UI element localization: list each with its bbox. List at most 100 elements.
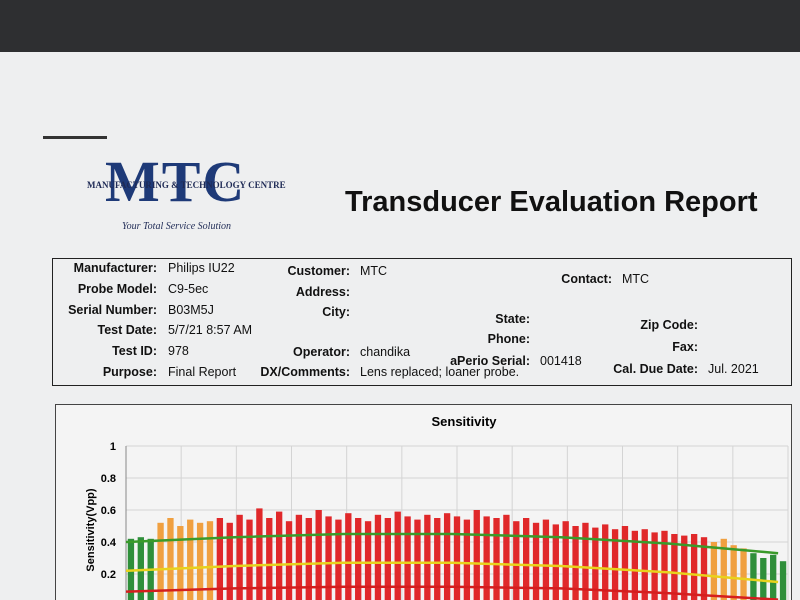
bar <box>523 518 530 600</box>
y-tick-label: 0.4 <box>101 537 117 549</box>
bar <box>720 538 727 600</box>
bar <box>374 514 382 600</box>
field-label: Address: <box>295 285 350 299</box>
bar <box>275 511 283 600</box>
bar <box>206 521 214 600</box>
bar <box>355 518 362 600</box>
bar <box>453 516 461 600</box>
field-value: chandika <box>360 345 411 359</box>
chart-box: Sensitivity Sensitivity(Vpp) 0.2 0.4 0.6 0.… <box>55 404 792 600</box>
bar <box>582 522 589 600</box>
threshold-line <box>125 561 779 584</box>
bar <box>621 526 629 600</box>
bar <box>483 516 490 600</box>
bar <box>137 537 144 600</box>
field-label: State: <box>495 312 530 326</box>
field-value: 978 <box>168 344 189 358</box>
bar <box>364 521 372 600</box>
bar <box>404 516 411 600</box>
field-label: DX/Comments: <box>260 365 350 379</box>
bar <box>513 521 520 600</box>
field-value: MTC <box>360 264 388 278</box>
bar <box>562 521 569 600</box>
info-box <box>52 258 792 386</box>
bar <box>394 511 401 600</box>
tagline: Your Total Service Solution <box>122 221 231 232</box>
field-value: Philips IU22 <box>168 261 235 275</box>
bar <box>572 526 579 600</box>
field-label: Operator: <box>293 345 350 359</box>
field-label: Purpose: <box>102 365 157 379</box>
field-label: Zip Code: <box>640 318 698 332</box>
bar <box>196 522 204 600</box>
bar <box>256 508 263 600</box>
bar <box>651 532 658 600</box>
bar <box>700 537 708 600</box>
threshold-line <box>125 532 779 555</box>
bar <box>345 513 352 600</box>
bar <box>384 518 391 600</box>
y-axis-label: Sensitivity(Vpp) <box>85 488 97 571</box>
field-label: Manufacturer: <box>73 261 157 275</box>
chart: Sensitivity Sensitivity(Vpp) 0.2 0.4 0.6 0.… <box>85 414 789 600</box>
bar <box>473 510 480 600</box>
field-label: aPerio Serial: <box>450 354 530 368</box>
bar <box>285 521 293 600</box>
bar <box>503 514 510 600</box>
bar <box>167 518 174 600</box>
field-label: Cal. Due Date: <box>613 362 698 376</box>
chart-title: Sensitivity <box>431 414 497 429</box>
field-value: C9-5ec <box>168 282 209 296</box>
bar <box>690 534 698 600</box>
bar <box>730 545 737 600</box>
bar <box>315 510 322 600</box>
bar <box>236 514 243 600</box>
bar <box>266 518 273 600</box>
bar <box>493 518 500 600</box>
field-value: Jul. 2021 <box>708 362 759 376</box>
bar <box>671 534 678 600</box>
bar <box>463 519 471 600</box>
field-label: Phone: <box>487 332 530 346</box>
bar <box>532 522 540 600</box>
bar <box>157 522 164 600</box>
field-value: MTC <box>622 272 650 286</box>
field-value: B03M5J <box>168 303 214 317</box>
y-tick-label: 0.6 <box>101 505 116 517</box>
bar <box>424 514 431 600</box>
bar <box>779 561 787 600</box>
field-label: Test Date: <box>97 323 157 337</box>
bar <box>740 548 747 600</box>
field-label: Contact: <box>561 272 612 286</box>
bar <box>602 524 609 600</box>
field-label: Fax: <box>672 340 698 354</box>
bar <box>760 558 767 600</box>
report-title: Transducer Evaluation Report <box>345 186 758 218</box>
y-tick-label: 0.8 <box>101 473 116 485</box>
bar <box>750 553 757 600</box>
bar <box>770 554 777 600</box>
bar <box>335 519 342 600</box>
bar <box>641 529 648 600</box>
bar <box>325 516 332 600</box>
bar <box>226 522 233 600</box>
bar <box>710 542 718 600</box>
bar <box>661 530 668 600</box>
bar <box>216 518 224 600</box>
threshold-line <box>125 585 779 600</box>
bar <box>611 529 619 600</box>
logo: MTC <box>105 149 247 214</box>
bar <box>681 535 688 600</box>
field-value: Final Report <box>168 365 237 379</box>
field-label: Serial Number: <box>68 303 157 317</box>
bar <box>177 526 184 600</box>
bar <box>295 514 303 600</box>
field-label: Test ID: <box>112 344 157 358</box>
company-name: MANUFACTURING & TECHNOLOGY CENTRE <box>87 180 286 190</box>
logo-mark <box>43 136 107 139</box>
field-label: City: <box>322 305 350 319</box>
bar <box>443 513 451 600</box>
bar <box>305 518 312 600</box>
bar <box>542 519 550 600</box>
field-value: 5/7/21 8:57 AM <box>168 323 253 337</box>
